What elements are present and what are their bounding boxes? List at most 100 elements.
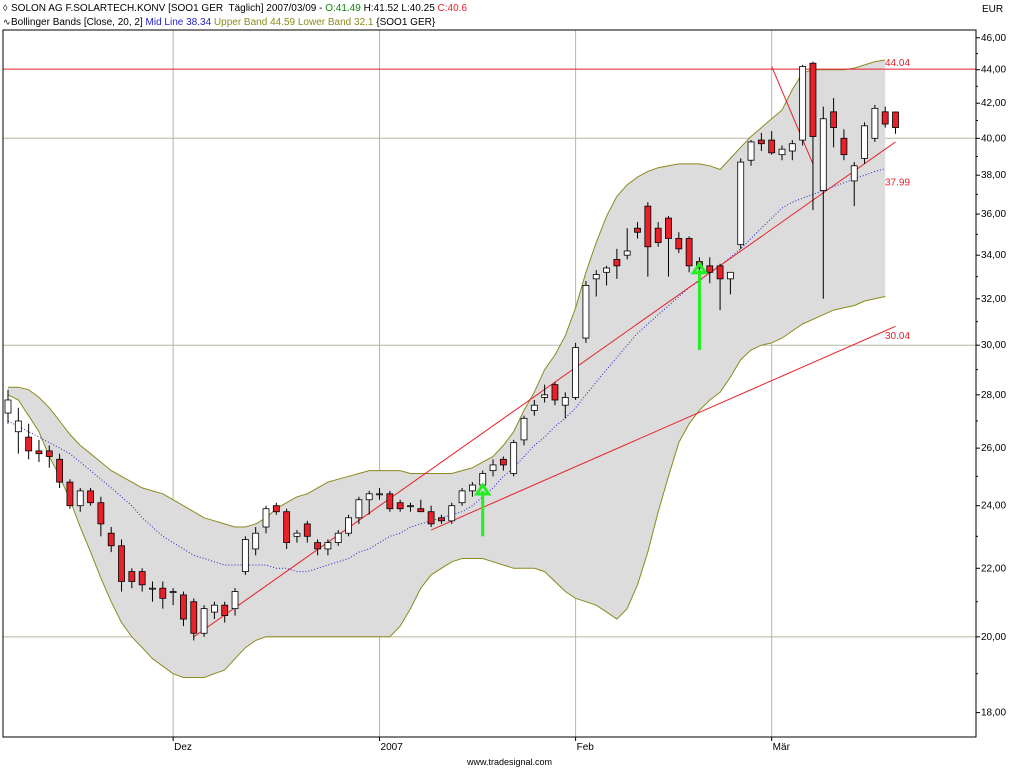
x-tick-label: Feb xyxy=(577,742,595,753)
candle-body xyxy=(881,111,889,125)
bollinger-lower-line xyxy=(7,296,886,678)
candle-body xyxy=(830,111,837,128)
line-indicator-icon: ∿ xyxy=(3,17,11,27)
high-value: H:41.52 xyxy=(360,3,399,14)
candle-body xyxy=(561,397,569,406)
y-tick-label: 34,00 xyxy=(981,250,1006,261)
instrument-label: SOLON AG F.SOLARTECH.KONV [SOO1 GER Tägl… xyxy=(11,3,326,14)
candle-body xyxy=(510,442,518,474)
candle-body xyxy=(737,161,745,246)
candle-body xyxy=(468,484,476,492)
candle-body xyxy=(623,250,631,256)
signal-arrow-head xyxy=(690,260,709,275)
candle-body xyxy=(138,571,146,586)
band-values: Upper Band 44.59 Lower Band 32.1 xyxy=(211,17,374,28)
candle-body xyxy=(272,505,280,513)
candle-body xyxy=(541,394,549,398)
candle-body xyxy=(747,141,755,161)
candle-body xyxy=(149,587,156,590)
candle-body xyxy=(840,137,848,156)
currency-label: EUR xyxy=(982,4,1004,15)
candle-body xyxy=(169,591,177,593)
candle-body xyxy=(345,517,352,534)
candle-body xyxy=(499,458,507,466)
trend-line xyxy=(430,325,896,531)
candle-body xyxy=(56,458,63,483)
candle-body xyxy=(861,125,868,159)
candle-body xyxy=(396,502,404,510)
candle-body xyxy=(210,604,218,613)
candle-body xyxy=(262,508,270,528)
candle-body xyxy=(788,143,796,152)
candle-body xyxy=(4,399,12,414)
candle-body xyxy=(76,490,84,507)
y-tick-label: 38,00 xyxy=(981,170,1006,181)
low-value: L:40.25 xyxy=(398,3,435,14)
plot-frame xyxy=(2,29,977,738)
y-tick-label: 40,00 xyxy=(981,133,1006,144)
candle-body xyxy=(25,436,33,452)
close-value: C:40.6 xyxy=(434,3,468,14)
y-tick-label: 22,00 xyxy=(981,563,1006,574)
candle-body xyxy=(376,493,383,496)
candle-body xyxy=(180,594,187,620)
candle-body xyxy=(107,532,115,547)
axis-layer: 18,00 20,00 22,00 24,00 26,00 28,00 30,00 32,00… xyxy=(2,29,1006,753)
footer-watermark: www.tradesignal.com xyxy=(467,757,553,767)
candle-body xyxy=(582,285,590,339)
candle-body xyxy=(892,111,899,128)
candle-body xyxy=(613,259,621,267)
x-tick-label: Mär xyxy=(773,742,791,753)
candle-body xyxy=(716,265,724,280)
bollinger-band-layer xyxy=(7,59,886,678)
y-tick-label: 44,00 xyxy=(981,65,1006,76)
candle-body xyxy=(324,542,332,550)
candlestick-icon: ◊ xyxy=(3,3,8,13)
candle-body xyxy=(768,139,776,154)
candle-body xyxy=(757,139,765,145)
candle-body xyxy=(200,608,208,634)
candle-body xyxy=(634,227,641,233)
candle-body xyxy=(128,571,136,582)
candle-body xyxy=(355,499,363,519)
trend-line xyxy=(771,66,814,165)
candle-body xyxy=(45,450,53,457)
candle-body xyxy=(303,523,311,537)
y-tick-label: 36,00 xyxy=(981,209,1006,220)
y-tick-label: 42,00 xyxy=(981,98,1006,109)
candle-body xyxy=(293,532,301,537)
candle-body xyxy=(819,118,827,191)
candle-body xyxy=(252,532,260,550)
candle-body xyxy=(520,417,528,441)
candle-body xyxy=(87,490,94,504)
candle-body xyxy=(66,481,74,507)
resistance-line-label: 44.04 xyxy=(885,58,910,69)
y-tick-label: 30,00 xyxy=(981,340,1006,351)
bollinger-upper-line xyxy=(8,59,886,528)
candle-body xyxy=(551,384,559,401)
x-tick-label: Dez xyxy=(174,742,192,753)
header-line-bollinger: ∿Bollinger Bands [Close, 20, 2] Mid Line… xyxy=(3,16,435,29)
signal-arrow-head xyxy=(473,482,492,496)
y-tick-label: 32,00 xyxy=(981,294,1006,305)
candle-body xyxy=(685,238,693,267)
open-value: O:41.49 xyxy=(325,3,361,14)
indicator-label: Bollinger Bands [Close, 20, 2] xyxy=(11,17,143,28)
candle-body xyxy=(365,493,373,501)
candle-body xyxy=(644,205,652,248)
mid-line-value: Mid Line 38.34 xyxy=(142,17,212,28)
candle-body xyxy=(14,420,22,433)
candle-body xyxy=(407,505,414,508)
candle-body xyxy=(35,450,43,455)
candle-body xyxy=(427,511,435,525)
candle-body xyxy=(221,604,229,616)
candle-body xyxy=(871,107,879,139)
candle-layer xyxy=(4,61,899,641)
candle-body xyxy=(489,464,497,472)
header-line-ohlc: ◊ SOLON AG F.SOLARTECH.KONV [SOO1 GER Täg… xyxy=(3,2,467,15)
candle-body xyxy=(458,490,466,504)
y-tick-label: 24,00 xyxy=(981,501,1006,512)
y-tick-label: 26,00 xyxy=(981,443,1006,454)
y-tick-label: 28,00 xyxy=(981,390,1006,401)
arrow-layer xyxy=(473,260,709,537)
